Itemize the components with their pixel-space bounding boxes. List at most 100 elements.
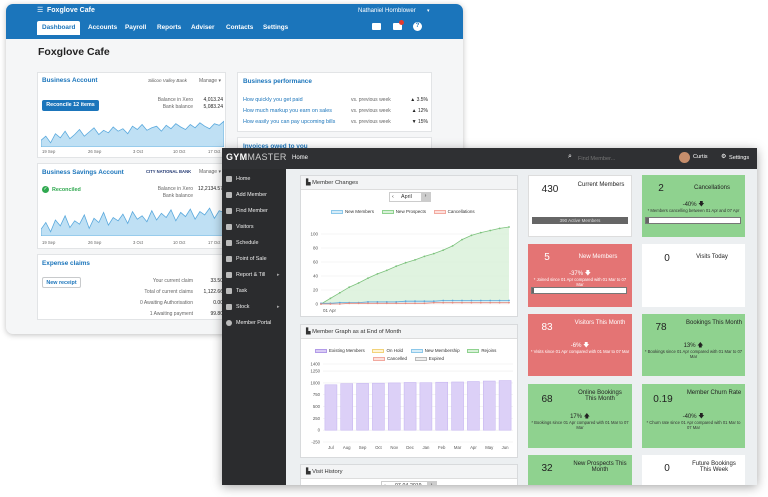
sidebar-item-find-member[interactable]: Find Member xyxy=(222,203,286,219)
data-point[interactable] xyxy=(338,291,341,294)
sidebar-item-task[interactable]: Task xyxy=(222,283,286,299)
help-icon[interactable]: ? xyxy=(413,22,422,31)
legend-item[interactable]: New Prospects xyxy=(381,209,426,214)
menu-icon[interactable]: ☰ xyxy=(37,7,44,14)
card-title[interactable]: Business Savings Account xyxy=(42,169,124,176)
data-point[interactable] xyxy=(376,301,379,303)
data-point[interactable] xyxy=(432,301,435,304)
user-menu[interactable]: Nathaniel Hornblower xyxy=(358,8,416,14)
bar[interactable] xyxy=(498,380,512,431)
data-point[interactable] xyxy=(414,302,416,305)
sidebar-item-home[interactable]: Home xyxy=(222,171,286,187)
bar[interactable] xyxy=(435,381,449,431)
data-point[interactable] xyxy=(320,303,322,305)
manage-menu[interactable]: Manage ▾ xyxy=(199,169,221,175)
data-point[interactable] xyxy=(367,301,369,303)
org-name[interactable]: Foxglove Cafe xyxy=(47,7,95,14)
sidebar-item-add-member[interactable]: Add Member xyxy=(222,187,286,203)
chevron-left-icon[interactable]: ‹ xyxy=(392,194,394,200)
data-point[interactable] xyxy=(385,302,388,305)
data-point[interactable] xyxy=(479,231,482,234)
data-point[interactable] xyxy=(357,282,360,284)
member-search-input[interactable] xyxy=(578,153,666,164)
data-point[interactable] xyxy=(414,300,416,303)
gear-icon[interactable]: ⚙ xyxy=(721,154,727,160)
data-point[interactable] xyxy=(376,273,379,275)
folder-icon[interactable] xyxy=(372,23,381,30)
bar[interactable] xyxy=(467,381,480,431)
legend-item[interactable]: Expired xyxy=(414,355,444,362)
settings-menu[interactable]: Settings xyxy=(729,155,750,161)
new-receipt-button[interactable]: New receipt xyxy=(42,277,81,288)
data-point[interactable] xyxy=(442,299,445,302)
data-point[interactable] xyxy=(348,302,351,305)
performance-link[interactable]: How much markup you earn on sales xyxy=(243,108,332,114)
data-point[interactable] xyxy=(508,226,510,228)
data-point[interactable] xyxy=(357,302,360,305)
data-point[interactable] xyxy=(385,269,388,272)
bar[interactable] xyxy=(387,382,401,431)
tab-accounts[interactable]: Accounts xyxy=(88,24,118,31)
new-members-tile[interactable]: 5 New Members -37% 🡇 * Joined since 01 A… xyxy=(528,244,632,307)
user-menu[interactable]: Curtis xyxy=(693,154,708,160)
legend-item[interactable]: New Members xyxy=(331,209,374,214)
online-bookings-tile[interactable]: 68 Online Bookings This Month 17% 🡅 * Bo… xyxy=(528,384,632,448)
legend-item[interactable]: Rejoins xyxy=(467,347,496,354)
data-point[interactable] xyxy=(423,300,426,303)
data-point[interactable] xyxy=(395,265,398,268)
data-point[interactable] xyxy=(404,300,407,303)
bar[interactable] xyxy=(419,382,433,431)
data-point[interactable] xyxy=(470,301,473,304)
data-point[interactable] xyxy=(461,238,463,241)
bar[interactable] xyxy=(372,382,385,431)
chevron-left-icon[interactable]: ‹ xyxy=(384,482,386,485)
data-point[interactable] xyxy=(432,252,435,255)
bar[interactable] xyxy=(324,384,338,431)
data-point[interactable] xyxy=(367,302,369,305)
tab-reports[interactable]: Reports xyxy=(157,24,182,31)
data-point[interactable] xyxy=(479,301,482,304)
data-point[interactable] xyxy=(348,286,351,289)
card-title[interactable]: Expense claims xyxy=(42,260,90,267)
visits-today-tile[interactable]: 0 Visits Today xyxy=(642,244,745,307)
data-point[interactable] xyxy=(451,245,454,247)
data-point[interactable] xyxy=(395,301,398,303)
sidebar-item-schedule[interactable]: Schedule xyxy=(222,235,286,251)
search-icon[interactable]: ⌕ xyxy=(568,153,572,160)
data-point[interactable] xyxy=(498,299,501,302)
sidebar-item-report-till[interactable]: Report & Till ▸ xyxy=(222,267,286,283)
current-members-tile[interactable]: 430 Current Members 390 Active Members xyxy=(528,175,632,237)
data-point[interactable] xyxy=(423,255,426,258)
performance-link[interactable]: How quickly you get paid xyxy=(243,97,303,103)
legend-item[interactable]: Cancelled xyxy=(373,355,407,362)
data-point[interactable] xyxy=(489,301,492,304)
data-point[interactable] xyxy=(329,303,332,305)
data-point[interactable] xyxy=(395,302,398,305)
tab-payroll[interactable]: Payroll xyxy=(125,24,147,31)
visitors-month-tile[interactable]: 83 Visitors This Month -6% 🡇 * Visits si… xyxy=(528,314,632,376)
performance-link[interactable]: How easily you can pay upcoming bills xyxy=(243,119,336,125)
gym-logo[interactable]: GYMMASTER xyxy=(226,152,287,162)
sidebar-item-stock[interactable]: Stock ▸ xyxy=(222,299,286,315)
claim-label[interactable]: Your current claim xyxy=(152,278,193,284)
data-point[interactable] xyxy=(338,301,341,304)
data-point[interactable] xyxy=(404,302,407,305)
tab-contacts[interactable]: Contacts xyxy=(226,24,254,31)
inbox-icon[interactable] xyxy=(393,23,402,30)
data-point[interactable] xyxy=(461,299,463,302)
data-point[interactable] xyxy=(414,259,416,261)
data-point[interactable] xyxy=(376,302,379,305)
data-point[interactable] xyxy=(470,299,473,302)
card-title[interactable]: Business Account xyxy=(42,77,98,84)
data-point[interactable] xyxy=(442,301,445,304)
sidebar-item-member-portal[interactable]: Member Portal xyxy=(222,315,286,331)
data-point[interactable] xyxy=(442,249,445,251)
tab-dashboard[interactable]: Dashboard xyxy=(37,21,81,35)
data-point[interactable] xyxy=(461,301,463,304)
data-point[interactable] xyxy=(367,277,369,279)
data-point[interactable] xyxy=(329,297,332,300)
cancellations-tile[interactable]: 2 Cancellations -40% 🡇 * Members cancell… xyxy=(642,175,745,237)
data-point[interactable] xyxy=(338,303,341,305)
data-point[interactable] xyxy=(508,299,510,302)
avatar[interactable] xyxy=(679,152,690,163)
